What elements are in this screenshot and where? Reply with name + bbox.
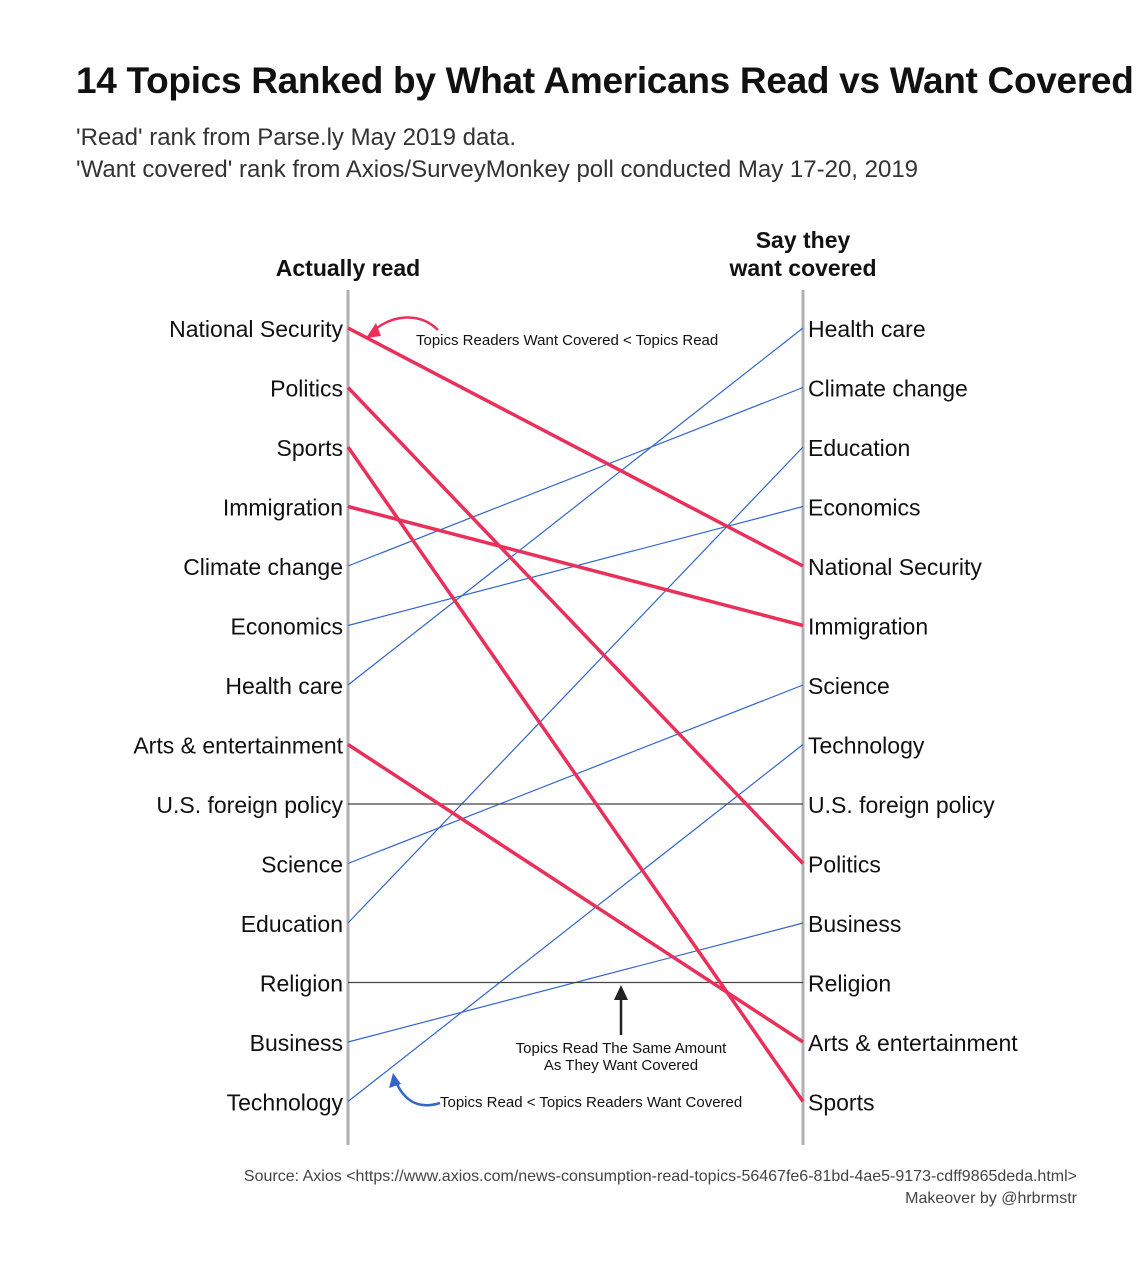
left-label-arts-entertainment: Arts & entertainment: [133, 733, 343, 759]
right-label-science: Science: [808, 673, 890, 699]
right-label-climate-change: Climate change: [808, 376, 968, 402]
left-label-u-s-foreign-policy: U.S. foreign policy: [156, 792, 343, 818]
connector-national-security: [347, 326, 804, 568]
black-arrow-head: [614, 985, 628, 1000]
connector-immigration: [347, 504, 804, 628]
connector-climate-change: [347, 386, 804, 567]
right-label-religion: Religion: [808, 971, 891, 997]
connector-politics: [346, 386, 805, 865]
right-label-politics: Politics: [808, 852, 881, 878]
source-note: Source: Axios <https://www.axios.com/new…: [244, 1166, 1077, 1210]
source-line: Source: Axios <https://www.axios.com/new…: [243, 1168, 1077, 1185]
connector-lines: [346, 326, 805, 1103]
left-label-science: Science: [261, 852, 343, 878]
connector-health-care: [347, 327, 804, 686]
right-column-header-line1: Say they: [755, 227, 851, 253]
left-labels: National Security Politics Sports Immigrati…: [133, 316, 343, 1116]
right-column-header-line2: want covered: [729, 255, 877, 281]
left-column-header: Actually read: [275, 255, 421, 281]
annotation-read-more: Topics Readers Want Covered < Topics Rea…: [416, 332, 718, 349]
right-label-technology: Technology: [808, 733, 925, 759]
right-label-economics: Economics: [808, 495, 920, 521]
left-label-education: Education: [241, 911, 343, 937]
red-arrow-head: [366, 323, 381, 338]
annotation-want-more: Topics Read < Topics Readers Want Covere…: [440, 1094, 742, 1111]
right-label-health-care: Health care: [808, 316, 926, 342]
right-label-arts-entertainment: Arts & entertainment: [808, 1030, 1018, 1056]
right-label-immigration: Immigration: [808, 614, 928, 640]
blue-arrow-head: [389, 1073, 401, 1088]
blue-curved-arrow: [394, 1081, 441, 1107]
right-label-education: Education: [808, 435, 910, 461]
left-label-technology: Technology: [227, 1090, 344, 1116]
left-label-climate-change: Climate change: [183, 554, 343, 580]
left-label-immigration: Immigration: [223, 495, 343, 521]
left-label-health-care: Health care: [225, 673, 343, 699]
left-label-sports: Sports: [277, 435, 343, 461]
chart-subtitle-line2: 'Want covered' rank from Axios/SurveyMon…: [76, 156, 919, 183]
chart-title: 14 Topics Ranked by What Americans Read …: [76, 60, 1134, 101]
right-label-national-security: National Security: [808, 554, 982, 580]
right-column-header: Say they want covered: [703, 226, 903, 282]
left-label-business: Business: [250, 1030, 343, 1056]
annotation-same-line1: Topics Read The Same Amount: [516, 1040, 728, 1057]
chart-subtitle-line1: 'Read' rank from Parse.ly May 2019 data.: [76, 124, 517, 151]
connector-education: [347, 446, 804, 924]
connector-arts-entertainment: [347, 743, 804, 1044]
left-label-religion: Religion: [260, 971, 343, 997]
annotation-same-line2: As They Want Covered: [544, 1057, 698, 1074]
connector-sports: [346, 446, 805, 1103]
left-label-national-security: National Security: [169, 316, 343, 342]
right-label-business: Business: [808, 911, 901, 937]
left-label-politics: Politics: [270, 376, 343, 402]
right-label-u-s-foreign-policy: U.S. foreign policy: [808, 792, 995, 818]
red-curved-arrow: [371, 316, 439, 333]
right-label-sports: Sports: [808, 1090, 874, 1116]
left-label-economics: Economics: [231, 614, 343, 640]
credit-line: Makeover by @hrbrmstr: [905, 1190, 1077, 1207]
right-labels: Health care Climate change Education Econom…: [808, 316, 1018, 1116]
